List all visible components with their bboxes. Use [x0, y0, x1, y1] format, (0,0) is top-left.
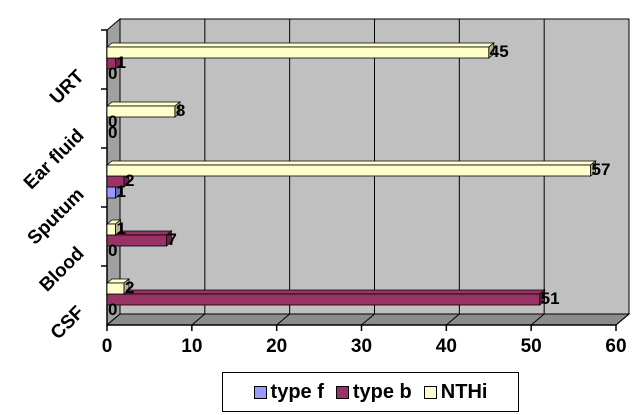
data-label: 0 [108, 112, 117, 131]
gridline-floor [361, 313, 375, 326]
y-tick-label: Ear fluid [20, 125, 89, 194]
bar [106, 105, 176, 118]
bar [106, 46, 490, 59]
x-tick-label: 10 [181, 336, 202, 357]
data-label: 57 [592, 160, 611, 179]
bar [106, 223, 116, 236]
gridline-floor [446, 313, 460, 326]
bars [105, 42, 597, 306]
x-tick-label: 60 [605, 336, 626, 357]
data-label: 0 [108, 241, 117, 260]
bar-top [105, 289, 546, 295]
gridline-floor [615, 313, 630, 326]
data-label: 7 [167, 230, 176, 249]
bar-top [105, 42, 495, 48]
x-tick-label: 20 [266, 336, 287, 357]
gridline-floor [191, 313, 206, 326]
bar [106, 293, 541, 306]
bar [106, 282, 125, 295]
data-label: 0 [108, 300, 117, 319]
gridline-floor [530, 313, 545, 326]
legend-swatch-type-b [335, 385, 349, 399]
bar-top [105, 160, 597, 166]
data-label: 2 [125, 278, 134, 297]
data-label: 0 [108, 64, 117, 83]
data-label: 8 [176, 101, 185, 120]
bar [106, 186, 116, 199]
data-label: 45 [490, 42, 509, 61]
x-tick-label: 30 [351, 336, 372, 357]
y-tick-label: Sputum [24, 184, 89, 249]
gridline-floor [276, 313, 290, 326]
legend-item-type-f: type f [253, 380, 324, 404]
data-label: 1 [116, 53, 125, 72]
bar [106, 164, 591, 177]
bar [106, 234, 167, 247]
data-label: 51 [541, 289, 560, 308]
x-tick-label: 0 [102, 336, 113, 357]
y-tick-label: Blood [36, 243, 89, 296]
legend-item-type-b: type b [335, 380, 412, 404]
y-tick-label: URT [46, 66, 89, 109]
y-tick-label: CSF [47, 302, 89, 344]
bar-top [105, 101, 182, 107]
x-tick-label: 50 [521, 336, 542, 357]
legend-swatch-nthi [423, 385, 437, 399]
legend: type f type b NTHi [222, 372, 519, 412]
data-label: 1 [116, 182, 125, 201]
data-label: 1 [116, 219, 125, 238]
legend-label-type-f: type f [270, 380, 324, 403]
x-tick-labels: 0 10 20 30 40 50 60 [102, 336, 627, 357]
legend-swatch-type-f [253, 385, 267, 399]
x-tick-label: 40 [436, 336, 457, 357]
legend-label-nthi: NTHi [440, 380, 488, 403]
data-label: 0 [108, 123, 117, 142]
legend-label-type-b: type b [352, 380, 412, 403]
legend-item-nthi: NTHi [423, 380, 488, 404]
data-label: 2 [125, 171, 134, 190]
